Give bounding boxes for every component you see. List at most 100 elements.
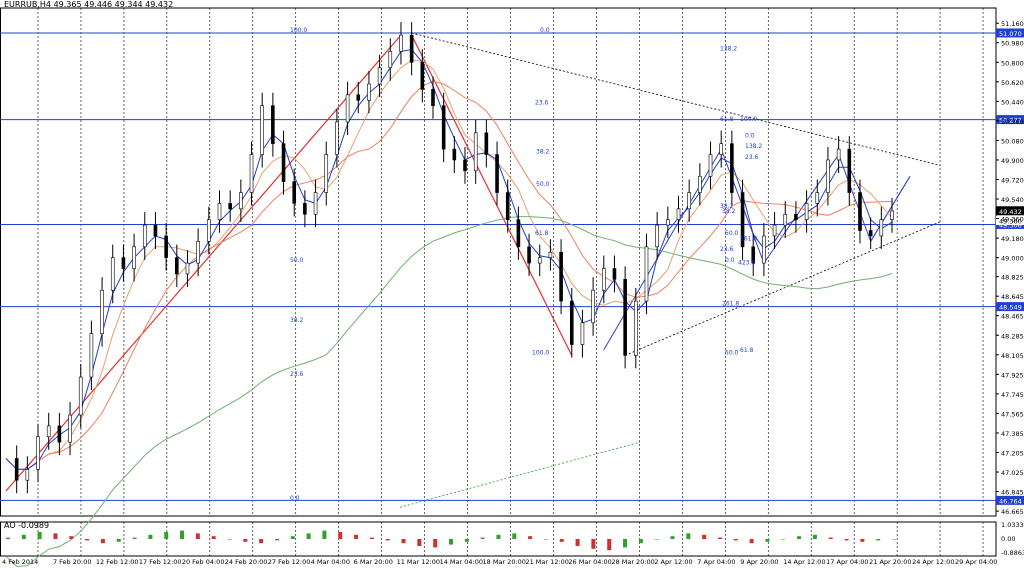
- price-tag: [996, 206, 1024, 216]
- x-tick-label: 20 Feb 04:00: [182, 558, 225, 566]
- candle-body: [772, 224, 777, 237]
- candle-body: [36, 436, 40, 470]
- level-tag: [996, 115, 1024, 125]
- ao-bar: [828, 537, 833, 539]
- x-tick-label: 24 Feb 20:00: [225, 558, 268, 566]
- ao-bar: [37, 532, 42, 539]
- ao-bar: [607, 539, 612, 551]
- x-tick-label: 18 Mar 20:00: [483, 558, 526, 566]
- ao-bar: [195, 533, 200, 539]
- x-tick-label: 26 Mar 04:00: [568, 558, 611, 566]
- ao-bar: [148, 534, 153, 539]
- candle-body: [388, 51, 393, 69]
- candle-body: [612, 268, 617, 280]
- candle-body: [324, 154, 329, 193]
- y-tick-label: 49.900: [1001, 157, 1024, 165]
- fib-label: 61.8: [740, 347, 754, 354]
- candle-body: [281, 143, 286, 182]
- ao-bar: [164, 532, 169, 539]
- ao-title: AO -0.0989: [4, 521, 50, 530]
- candle-body: [559, 251, 563, 302]
- candle-body: [431, 89, 435, 106]
- y-tick-label: 46.665: [1001, 508, 1024, 516]
- price-tag-label: 49.432: [999, 208, 1022, 216]
- x-tick-label: 28 Mar 20:00: [611, 558, 654, 566]
- candle-body: [847, 148, 852, 193]
- candle-body: [207, 219, 211, 242]
- level-tag: [996, 495, 1024, 505]
- candle-body: [345, 94, 350, 123]
- y-tick-label: 48.285: [1001, 332, 1024, 340]
- ao-bar: [654, 539, 659, 540]
- ao-bar: [132, 537, 137, 539]
- ao-tick-label: -0.8863: [1001, 549, 1024, 557]
- ao-bar: [844, 539, 849, 541]
- y-tick-label: 50.980: [1001, 40, 1024, 48]
- candle-body: [762, 235, 766, 264]
- ao-bar: [892, 539, 896, 540]
- x-tick-label: 7 Apr 04:00: [697, 558, 735, 566]
- ao-bar: [812, 534, 817, 539]
- candle-body: [78, 376, 83, 416]
- ao-bar: [781, 539, 786, 540]
- ao-bar: [290, 536, 295, 539]
- y-tick-label: 51.160: [1001, 20, 1024, 28]
- candle-body: [527, 246, 531, 264]
- x-tick-label: 17 Apr 04:00: [826, 558, 868, 566]
- ao-bar: [401, 539, 406, 544]
- y-tick-label: 49.000: [1001, 255, 1024, 263]
- plot-frame: [0, 7, 997, 517]
- candle-body: [377, 67, 382, 85]
- y-tick-label: 47.385: [1001, 430, 1024, 438]
- y-tick-label: 48.465: [1001, 313, 1024, 321]
- candle-body: [623, 279, 627, 356]
- candle-body: [591, 289, 595, 324]
- candle-body: [89, 333, 94, 378]
- ao-bar: [717, 537, 722, 539]
- candle-body: [580, 322, 585, 345]
- triangle-bottom-line: [624, 221, 941, 356]
- candle-body: [890, 210, 894, 220]
- candle-body: [740, 192, 745, 248]
- candle-body: [495, 154, 499, 193]
- candle-body: [441, 105, 446, 150]
- price-tag-label: 49.360: [999, 218, 1022, 226]
- fib-label: 38.2: [722, 208, 736, 215]
- x-tick-label: 21 Mar 12:00: [525, 558, 568, 566]
- fib-label: 100.0: [740, 116, 757, 123]
- x-tick-label: 27 Feb 12:00: [268, 558, 311, 566]
- ao-bar: [686, 533, 691, 539]
- fib-label: 50.0: [290, 257, 304, 264]
- candle-body: [868, 230, 873, 237]
- ao-bar: [180, 530, 185, 539]
- ao-tick-label: 0.00: [1001, 535, 1015, 543]
- y-tick-label: 47.745: [1001, 391, 1024, 399]
- candle-body: [879, 219, 884, 237]
- fib-label: 0.0: [290, 495, 300, 502]
- fib-label: 23.6: [745, 154, 759, 161]
- candle-body: [826, 159, 830, 193]
- moving-averages: [5, 49, 893, 567]
- fib-labels: 100.0 0.0138.223.638.250.061.8100.00.023.…: [290, 27, 762, 502]
- candle-body: [730, 143, 734, 193]
- y-tick-label: 49.540: [1001, 196, 1024, 204]
- y-tick-label: 48.645: [1001, 293, 1024, 301]
- fib-label: 261.8: [722, 301, 739, 308]
- ao-bar: [417, 539, 422, 546]
- candle-body: [185, 262, 190, 275]
- x-tick-label: 11 Mar 12:00: [397, 558, 440, 566]
- ao-bar: [338, 532, 343, 539]
- x-tick-label: 14 Apr 12:00: [783, 558, 825, 566]
- y-tick-label: 49.720: [1001, 177, 1024, 185]
- candle-body: [164, 235, 168, 258]
- ao-tick-label: 1.0333: [1001, 521, 1024, 529]
- candle-body: [484, 132, 489, 155]
- trend-arrow-down: [411, 34, 573, 356]
- level-tag-label: 48.549: [999, 304, 1022, 312]
- candle-body: [751, 246, 756, 264]
- y-tick-label: 50.440: [1001, 98, 1024, 106]
- ao-bar: [354, 534, 359, 539]
- candle-body: [121, 257, 126, 269]
- trend-arrow-up: [5, 34, 402, 492]
